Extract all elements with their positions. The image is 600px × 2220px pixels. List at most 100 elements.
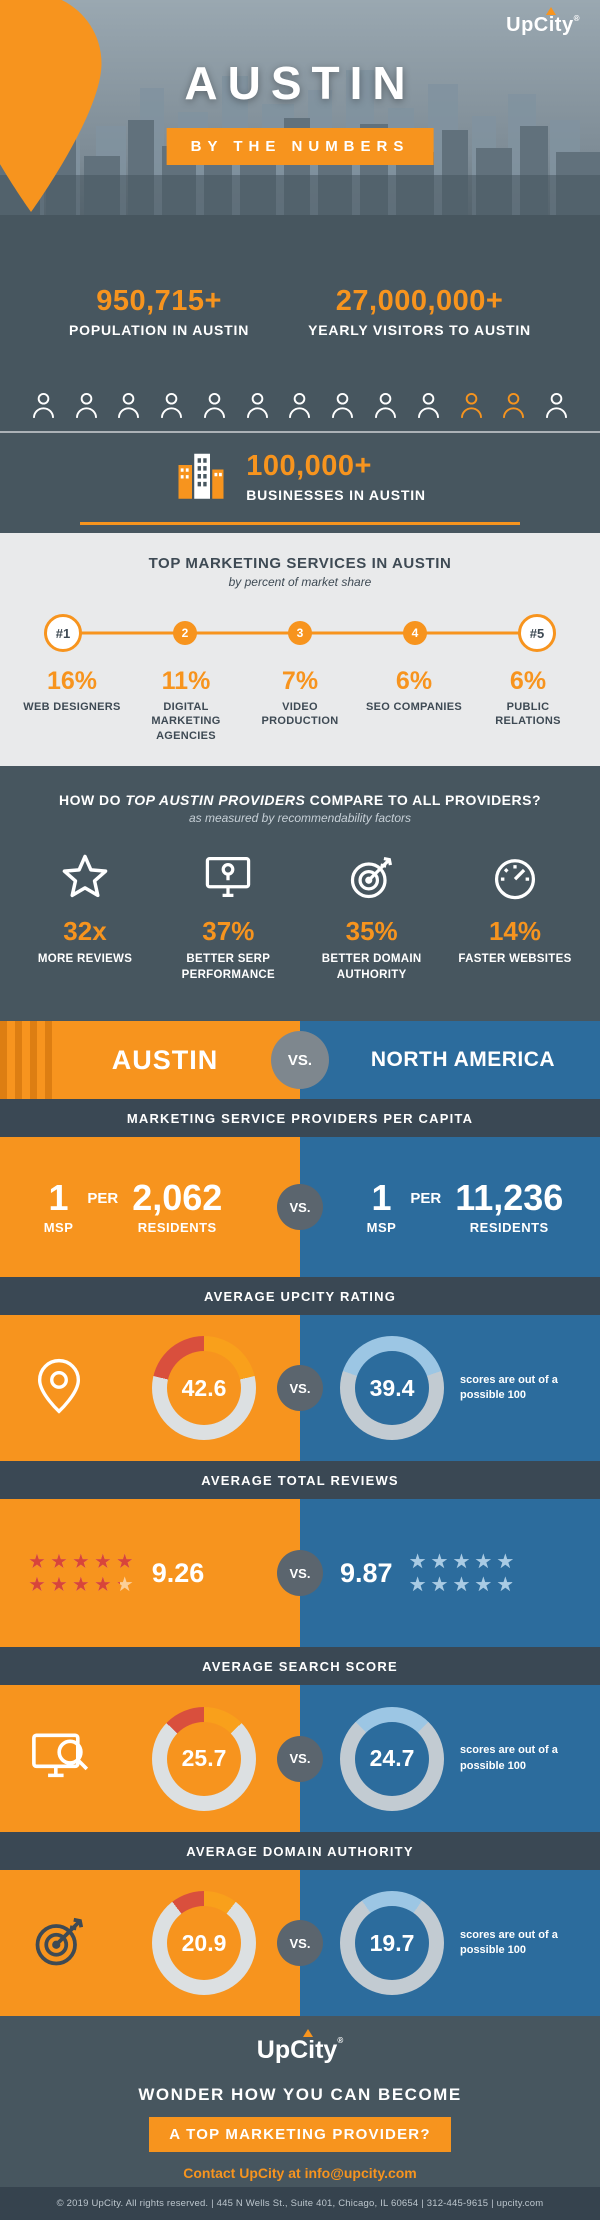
versus-austin-label: AUSTIN (111, 1044, 219, 1075)
rating-austin-panel: 42.6 (0, 1315, 300, 1461)
domain-value-austin: 20.9 (181, 1929, 227, 1956)
versus-austin-panel: AUSTIN (0, 1021, 300, 1099)
services-title: TOP MARKETING SERVICES IN AUSTIN (148, 555, 452, 572)
service-label: SEO COMPANIES (366, 701, 462, 713)
service-value: 6% (509, 667, 547, 695)
visitors-label: YEARLY VISITORS TO AUSTIN (308, 321, 531, 338)
search-note: scores are out of a possible 100 (460, 1744, 558, 1772)
people-row (0, 367, 600, 433)
msp-north-america-stats: 1 MSP PER 11,236 RESIDENTS (337, 1179, 564, 1235)
reviews-north-america-panel: 9.87 ★ ★ ★ ★ ★ ★ ★ ★ ★ ★ ★ ★ ★ ★ ★ ★ ★ ★ ★ ★ (300, 1499, 600, 1647)
service-web-designers: 16% WEB DESIGNERS (18, 667, 126, 743)
rating-value-austin: 42.6 (181, 1374, 227, 1401)
rating-north-america-panel: 39.4 scores are out of a possible 100 (300, 1315, 600, 1461)
reviews-value-austin: 9.26 (151, 1557, 205, 1588)
star-icon: ★★ (474, 1550, 493, 1573)
reviews-title-band: AVERAGE TOTAL REVIEWS (0, 1461, 600, 1499)
vs-badge: VS. (277, 1550, 323, 1596)
vs-badge: VS. (277, 1365, 323, 1411)
rating-value-north-america: 39.4 (369, 1374, 415, 1401)
footer-highlight-banner: A TOP MARKETING PROVIDER? (149, 2117, 451, 2152)
stripe-decoration (0, 1021, 54, 1099)
rating-donut-austin: 42.6 (152, 1336, 256, 1440)
search-row: 25.7 24.7 scores are out of a possible 1… (0, 1685, 600, 1832)
msp-count: 1 (48, 1176, 69, 1218)
rating-title-band: AVERAGE UPCITY RATING (0, 1277, 600, 1315)
msp-unit: MSP (43, 1219, 74, 1235)
stat-population: 950,715+ POPULATION IN AUSTIN (69, 285, 249, 338)
domain-austin-panel: 20.9 (0, 1870, 300, 2016)
msp-per: PER (410, 1189, 442, 1207)
map-pin-icon (30, 1354, 88, 1423)
reviews-section: AVERAGE TOTAL REVIEWS ★ ★ ★ ★ ★ ★ ★ ★ ★ ★ ★ ★ ★ ★ ★ ★ ★ ★… (0, 1461, 600, 1647)
star-icon: ★★ (49, 1550, 68, 1573)
upcity-logo[interactable]: UpCity® (506, 7, 580, 37)
stat-visitors: 27,000,000+ YEARLY VISITORS TO AUSTIN (308, 285, 531, 338)
registered-mark: ® (337, 2036, 344, 2045)
businesses-section: 100,000+ BUSINESSES IN AUSTIN (0, 433, 600, 533)
businesses-label: BUSINESSES IN AUSTIN (246, 486, 426, 503)
service-label: WEB DESIGNERS (23, 701, 121, 713)
headline-stats: 950,715+ POPULATION IN AUSTIN 27,000,000… (0, 255, 600, 367)
population-value: 950,715+ (96, 284, 222, 317)
vs-badge: VS. (277, 1920, 323, 1966)
domain-donut-austin: 20.9 (152, 1891, 256, 1995)
service-label: PUBLIC RELATIONS (495, 701, 561, 728)
compare-value: 35% (345, 916, 398, 946)
search-donut-austin: 25.7 (152, 1706, 256, 1811)
domain-note: scores are out of a possible 100 (460, 1928, 558, 1956)
compare-value: 14% (488, 916, 541, 946)
service-seo-companies: 6% SEO COMPANIES (360, 667, 468, 743)
service-digital-marketing: 11% DIGITAL MARKETING AGENCIES (132, 667, 240, 743)
service-value: 6% (395, 667, 433, 695)
domain-authority-section: AVERAGE DOMAIN AUTHORITY 20.9 19.7 score… (0, 1832, 600, 2016)
rank-badge-2: 2 (173, 621, 197, 645)
person-icon (332, 392, 354, 418)
search-north-america-panel: 24.7 scores are out of a possible 100 (300, 1685, 600, 1832)
service-label: DIGITAL MARKETING AGENCIES (151, 701, 221, 742)
person-icon (118, 392, 140, 418)
divider (80, 522, 520, 525)
msp-residents-count: 2,062 (132, 1176, 223, 1218)
buildings-icon (174, 447, 228, 506)
upcity-logo-footer[interactable]: UpCity® (257, 2029, 344, 2065)
service-value: 11% (161, 667, 211, 695)
star-icon: ★★ (474, 1573, 493, 1596)
search-value-austin: 25.7 (181, 1745, 227, 1771)
msp-unit: MSP (366, 1219, 397, 1235)
businesses-value: 100,000+ (246, 449, 372, 482)
msp-residents-label: RESIDENTS (469, 1219, 549, 1235)
search-title-band: AVERAGE SEARCH SCORE (0, 1647, 600, 1685)
service-value: 16% (46, 667, 98, 695)
services-section: TOP MARKETING SERVICES IN AUSTIN by perc… (0, 533, 600, 766)
compare-grid: 32x MORE REVIEWS 37% BETTER SERP PERFORM… (0, 851, 600, 983)
star-icon: ★★ (408, 1573, 427, 1596)
contact-link[interactable]: Contact UpCity at info@upcity.com (183, 2165, 417, 2181)
rank-badge-3: 3 (288, 621, 312, 645)
vs-badge: VS. (277, 1184, 323, 1230)
subtitle-banner: BY THE NUMBERS (166, 128, 434, 165)
person-icon (161, 392, 183, 418)
domain-north-america-panel: 19.7 scores are out of a possible 100 (300, 1870, 600, 2016)
skyline-art (0, 0, 600, 255)
vs-badge: VS. (271, 1031, 329, 1089)
domain-donut-north-america: 19.7 (340, 1891, 444, 1995)
star-icon: ★★ (496, 1550, 515, 1573)
person-icon (289, 392, 311, 418)
compare-value: 37% (202, 916, 255, 946)
reviews-value-north-america: 9.87 (340, 1557, 393, 1588)
domain-row: 20.9 19.7 scores are out of a possible 1… (0, 1870, 600, 2016)
rating-section: AVERAGE UPCITY RATING 42.6 39.4 scores a… (0, 1277, 600, 1461)
star-icon: ★★ (28, 1550, 46, 1573)
reviews-stars-north-america: ★ ★ ★ ★ ★ ★ ★ ★ ★ ★ ★ ★ ★ ★ ★ ★ ★ ★ ★ ★ (407, 1552, 517, 1595)
star-icon: ★★ (496, 1573, 515, 1596)
vs-badge: VS. (277, 1735, 323, 1782)
rank-badge-1: #1 (44, 614, 82, 652)
star-icon: ★★ (430, 1550, 449, 1573)
service-video-production: 7% VIDEO PRODUCTION (246, 667, 354, 743)
services-timeline: #1 2 3 4 #5 (44, 613, 556, 653)
footer-section: UpCity® WONDER HOW YOU CAN BECOME A TOP … (0, 2016, 600, 2187)
star-icon: ★★ (115, 1573, 134, 1596)
footer-heading: WONDER HOW YOU CAN BECOME (138, 2085, 462, 2104)
